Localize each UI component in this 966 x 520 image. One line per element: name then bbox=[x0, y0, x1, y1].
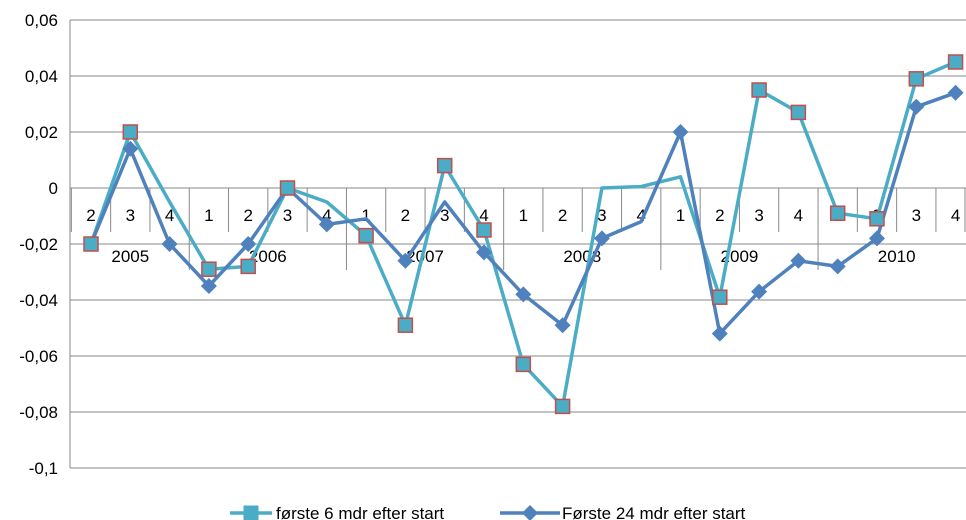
x-tick-quarter-label: 2 bbox=[558, 206, 567, 225]
y-tick-label: -0,1 bbox=[29, 459, 58, 478]
data-point-square bbox=[869, 211, 885, 227]
y-tick-label: -0,02 bbox=[19, 235, 58, 254]
data-point-diamond bbox=[869, 230, 885, 247]
x-tick-quarter-label: 4 bbox=[479, 206, 488, 225]
data-point-diamond bbox=[790, 252, 807, 269]
data-point-diamond bbox=[711, 325, 728, 342]
data-point-square bbox=[751, 82, 767, 98]
legend-label-series-2: Første 24 mdr efter start bbox=[562, 504, 746, 520]
data-point-diamond bbox=[397, 252, 414, 269]
data-point-square bbox=[122, 124, 139, 140]
data-point-square bbox=[515, 356, 532, 373]
data-point-diamond bbox=[593, 230, 610, 247]
data-point-diamond bbox=[554, 317, 571, 334]
data-point-square bbox=[436, 157, 453, 174]
x-tick-quarter-label: 2 bbox=[86, 206, 95, 225]
y-tick-label: 0 bbox=[49, 179, 58, 198]
y-tick-label: 0,02 bbox=[25, 123, 58, 142]
y-tick-label: -0,06 bbox=[19, 347, 58, 366]
x-tick-year-label: 2010 bbox=[878, 247, 916, 266]
gridlines bbox=[69, 19, 966, 469]
x-tick-quarter-label: 3 bbox=[126, 206, 135, 225]
legend-marker-square bbox=[243, 505, 259, 520]
y-tick-label: 0,06 bbox=[25, 11, 58, 30]
x-tick-quarter-label: 3 bbox=[912, 206, 921, 225]
x-tick-quarter-label: 4 bbox=[636, 206, 645, 225]
x-tick-quarter-label: 4 bbox=[951, 206, 960, 225]
x-tick-quarter-label: 1 bbox=[676, 206, 685, 225]
data-point-square bbox=[83, 236, 99, 252]
y-tick-label: -0,08 bbox=[19, 403, 58, 422]
x-tick-quarter-label: 4 bbox=[165, 206, 174, 225]
data-point-square bbox=[279, 180, 296, 196]
x-tick-quarter-label: 4 bbox=[322, 206, 331, 225]
data-point-diamond bbox=[515, 286, 532, 303]
data-point-square bbox=[240, 258, 256, 275]
legend-marker-diamond bbox=[522, 505, 538, 520]
data-point-diamond bbox=[318, 216, 335, 233]
data-point-diamond bbox=[161, 236, 178, 252]
y-axis-tick-labels: 0,06 0,04 0,02 0 -0,02 -0,04 -0,06 -0,08 -0,1 bbox=[19, 11, 58, 478]
data-point-square bbox=[201, 261, 217, 277]
data-point-diamond bbox=[122, 140, 139, 157]
data-point-square bbox=[947, 54, 964, 70]
x-tick-quarter-label: 2 bbox=[715, 206, 724, 225]
data-point-diamond bbox=[829, 258, 846, 275]
data-point-diamond bbox=[200, 278, 217, 294]
x-tick-quarter-label: 3 bbox=[597, 206, 606, 225]
legend-item-series-2: Første 24 mdr efter start bbox=[500, 504, 746, 520]
data-point-diamond bbox=[476, 244, 492, 261]
x-tick-year-label: 2006 bbox=[249, 247, 287, 266]
data-point-square bbox=[476, 222, 492, 238]
data-point-square bbox=[554, 398, 571, 415]
category-axis: 2341234123412341234123420052006200720082… bbox=[70, 188, 966, 270]
x-tick-quarter-label: 3 bbox=[283, 206, 292, 225]
x-tick-year-label: 2005 bbox=[111, 247, 149, 266]
data-point-diamond bbox=[947, 84, 964, 101]
y-tick-label: -0,04 bbox=[19, 291, 58, 310]
data-point-square bbox=[397, 317, 414, 333]
data-point-square bbox=[358, 227, 374, 244]
x-tick-quarter-label: 4 bbox=[794, 206, 803, 225]
x-tick-quarter-label: 1 bbox=[519, 206, 528, 225]
x-tick-quarter-label: 1 bbox=[204, 206, 213, 225]
series-lines bbox=[89, 60, 957, 409]
legend-label-series-1: første 6 mdr efter start bbox=[276, 504, 444, 520]
x-tick-quarter-label: 2 bbox=[243, 206, 252, 225]
data-point-square bbox=[908, 71, 925, 87]
data-point-diamond bbox=[751, 283, 768, 300]
data-point-square bbox=[829, 205, 846, 221]
x-tick-quarter-label: 1 bbox=[361, 206, 370, 225]
series-markers bbox=[83, 54, 964, 415]
x-tick-quarter-label: 3 bbox=[754, 206, 763, 225]
data-point-diamond bbox=[672, 124, 689, 140]
x-tick-year-label: 2007 bbox=[406, 247, 444, 266]
data-point-diamond bbox=[240, 236, 257, 252]
series-line-1 bbox=[89, 60, 957, 409]
data-point-square bbox=[712, 289, 728, 305]
data-point-diamond bbox=[908, 98, 925, 115]
x-tick-quarter-label: 2 bbox=[401, 206, 410, 225]
legend-item-series-1: første 6 mdr efter start bbox=[230, 504, 444, 520]
x-tick-quarter-label: 3 bbox=[440, 206, 449, 225]
y-tick-label: 0,04 bbox=[25, 67, 58, 86]
legend: første 6 mdr efter start Første 24 mdr e… bbox=[230, 504, 746, 520]
data-point-square bbox=[790, 104, 807, 121]
